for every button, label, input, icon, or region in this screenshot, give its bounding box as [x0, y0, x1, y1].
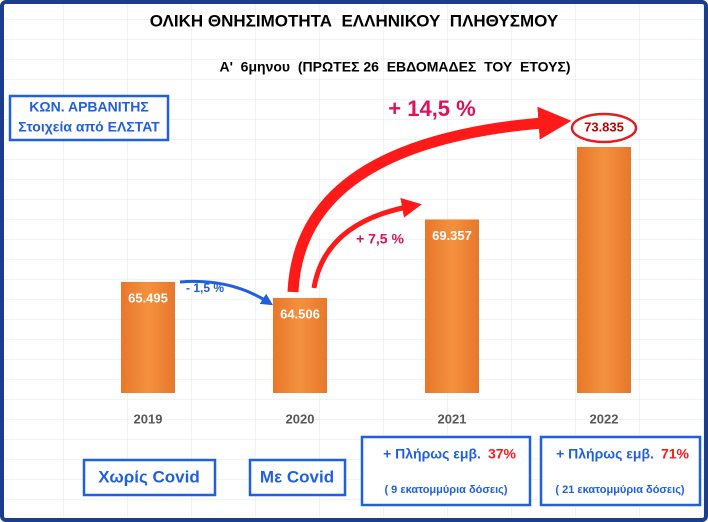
vaccination-box	[539, 435, 702, 507]
source-note: Στοιχεία από ΕΛΣΤΑΤ	[18, 119, 160, 135]
vaccination-doses: ( 9 εκατομμύρια δόσεις)	[384, 484, 507, 496]
arrow	[179, 279, 274, 306]
vaccination-label: + Πλήρως εμβ.	[383, 446, 481, 462]
vaccination-doses: ( 21 εκατομμύρια δόσεις)	[555, 484, 685, 496]
arrow	[287, 106, 572, 293]
bar	[121, 281, 175, 393]
period-label: Με Covid	[260, 467, 334, 486]
bar	[273, 297, 327, 393]
value-label: 64.506	[280, 306, 320, 321]
vaccination-rate: 71%	[661, 446, 690, 462]
x-tick-label: 2019	[134, 411, 163, 426]
period-box	[82, 458, 217, 497]
change-label: + 7,5 %	[356, 231, 404, 247]
change-label: + 14,5 %	[388, 96, 475, 121]
value-label: 69.357	[432, 228, 472, 243]
value-label: 73.835	[584, 119, 624, 134]
vaccination-label: + Πλήρως εμβ.	[556, 446, 654, 462]
x-tick-label: 2021	[438, 411, 467, 426]
vaccination-box	[360, 435, 532, 507]
chart-title: ΟΛΙΚΗ ΘΝΗΣΙΜΟΤΗΤΑ ΕΛΛΗΝΙΚΟΥ ΠΛΗΘΥΣΜΟΥ	[150, 11, 559, 30]
chart-subtitle: Α' 6μηνου (ΠΡΩΤΕΣ 26 ΕΒΔΟΜΑΔΕΣ ΤΟΥ ΕΤΟΥΣ…	[219, 59, 570, 75]
change-label: - 1,5 %	[186, 281, 224, 295]
source-name: ΚΩΝ. ΑΡΒΑΝΙΤΗΣ	[29, 99, 148, 115]
value-label: 65.495	[128, 290, 168, 305]
highlight-ellipse	[570, 112, 638, 144]
vaccination-rate: 37%	[488, 446, 517, 462]
arrow	[311, 197, 422, 289]
source-box	[8, 94, 170, 142]
bar	[425, 219, 479, 393]
period-label: Χωρίς Covid	[98, 467, 200, 486]
period-box	[248, 458, 347, 497]
x-tick-label: 2022	[590, 411, 619, 426]
x-tick-label: 2020	[286, 411, 315, 426]
bar	[577, 147, 631, 393]
